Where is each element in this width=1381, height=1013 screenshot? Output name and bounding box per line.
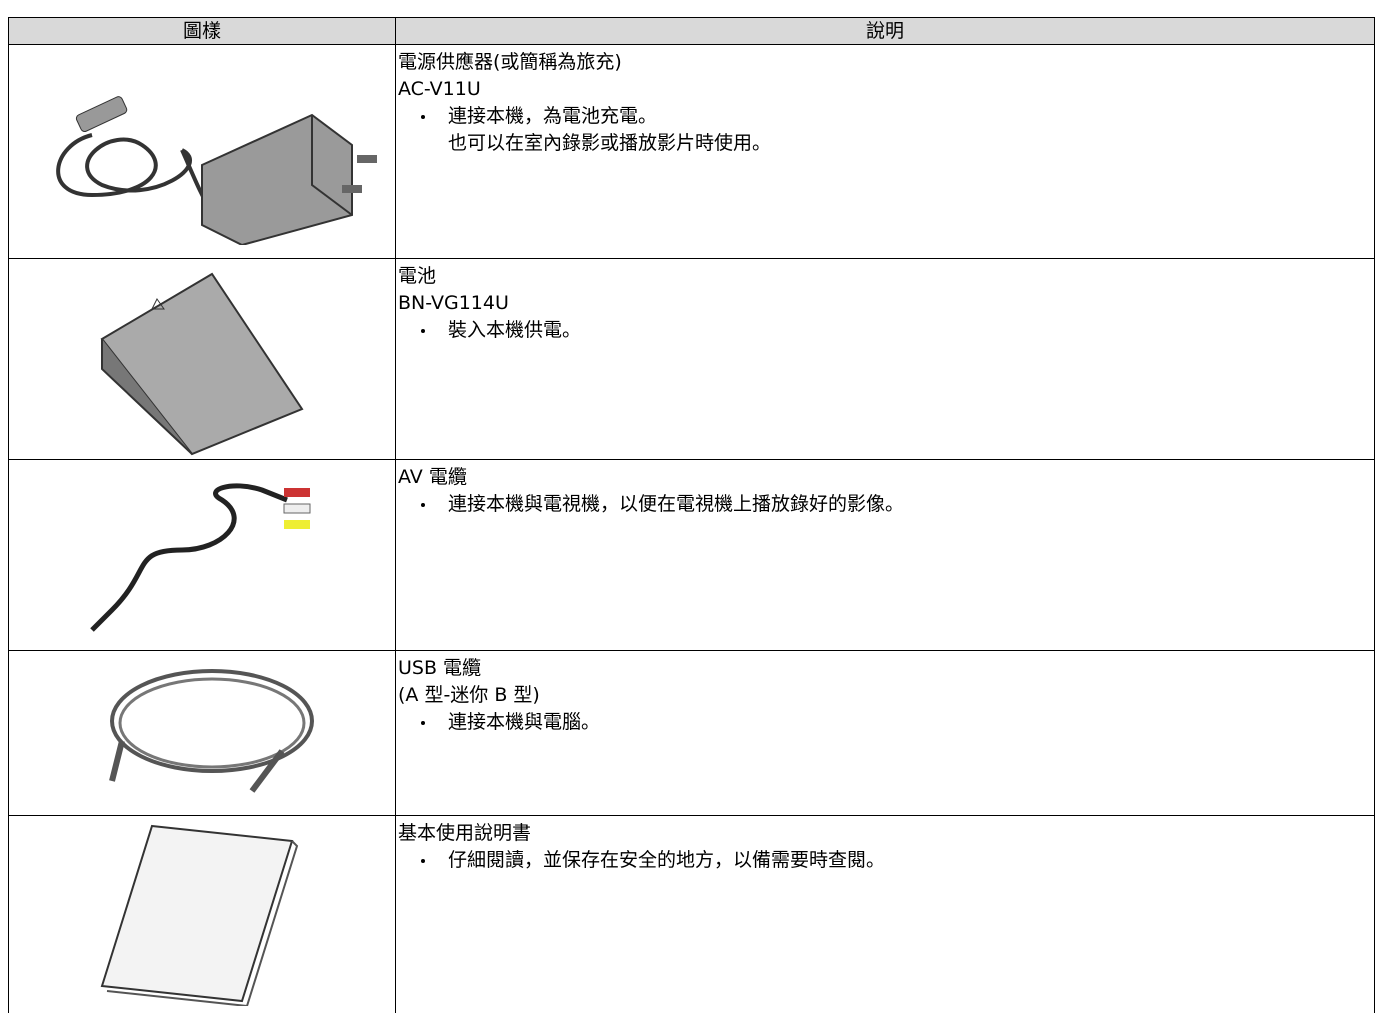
bullet: 連接本機與電腦。 — [398, 709, 1372, 736]
usb-cable-image — [109, 669, 314, 793]
description-cell: AV 電纜 連接本機與電視機，以便在電視機上播放錄好的影像。 — [395, 459, 1375, 651]
image-cell — [8, 44, 396, 259]
bullet: 裝入本機供電。 — [398, 317, 1372, 344]
bullet: 仔細閱讀，並保存在安全的地方，以備需要時查閱。 — [398, 847, 1372, 874]
image-cell — [8, 258, 396, 460]
image-cell — [8, 650, 396, 816]
ac-adapter-image — [56, 96, 377, 245]
header-cell: 說明 — [395, 17, 1375, 45]
bullet-continuation: 也可以在室內錄影或播放影片時使用。 — [448, 132, 772, 154]
item-type: (A 型-迷你 B 型) — [398, 684, 540, 706]
row: 電源供應器(或簡稱為旅充) AC-V11U 連接本機，為電池充電。 也可以在室內… — [8, 44, 1375, 259]
image-cell — [8, 815, 396, 1013]
description-cell: 電源供應器(或簡稱為旅充) AC-V11U 連接本機，為電池充電。 也可以在室內… — [395, 44, 1375, 259]
battery-image — [100, 272, 304, 456]
bullet-text: 裝入本機供電。 — [448, 319, 582, 341]
bullet: 連接本機，為電池充電。 — [398, 103, 1372, 130]
description-cell: USB 電纜 (A 型-迷你 B 型) 連接本機與電腦。 — [395, 650, 1375, 816]
description-cell: 基本使用說明書 仔細閱讀，並保存在安全的地方，以備需要時查閱。 — [395, 815, 1375, 1013]
item-model: BN-VG114U — [398, 292, 509, 314]
header-cell: 圖樣 — [8, 17, 396, 45]
av-cable-image — [90, 483, 311, 632]
bullet-text: 連接本機與電視機，以便在電視機上播放錄好的影像。 — [448, 493, 905, 515]
item-name: 電池 — [398, 265, 437, 287]
description-cell: 電池 BN-VG114U 裝入本機供電。 — [395, 258, 1375, 460]
item-name: USB 電纜 — [398, 657, 482, 679]
item-name: 基本使用說明書 — [398, 822, 532, 844]
image-cell — [8, 459, 396, 651]
manual-image — [100, 824, 299, 1006]
item-name: AV 電纜 — [398, 466, 467, 488]
bullet-text: 仔細閱讀，並保存在安全的地方，以備需要時查閱。 — [448, 849, 886, 871]
bullet: 連接本機與電視機，以便在電視機上播放錄好的影像。 — [398, 491, 1372, 518]
row: AV 電纜 連接本機與電視機，以便在電視機上播放錄好的影像。 — [8, 459, 1375, 651]
header-row: 圖樣 說明 — [8, 17, 1375, 45]
row: USB 電纜 (A 型-迷你 B 型) 連接本機與電腦。 — [8, 650, 1375, 816]
row: 電池 BN-VG114U 裝入本機供電。 — [8, 258, 1375, 460]
item-name: 電源供應器(或簡稱為旅充) — [398, 51, 622, 73]
bullet-text: 連接本機，為電池充電。 — [448, 105, 658, 127]
accessory-table: 圖樣 說明 電源供應器(或簡稱為旅充) AC-V11U 連接本機，為電池充電。 … — [8, 17, 1375, 1013]
bullet-text: 連接本機與電腦。 — [448, 711, 601, 733]
item-model: AC-V11U — [398, 78, 481, 100]
row: 基本使用說明書 仔細閱讀，並保存在安全的地方，以備需要時查閱。 — [8, 815, 1375, 1013]
